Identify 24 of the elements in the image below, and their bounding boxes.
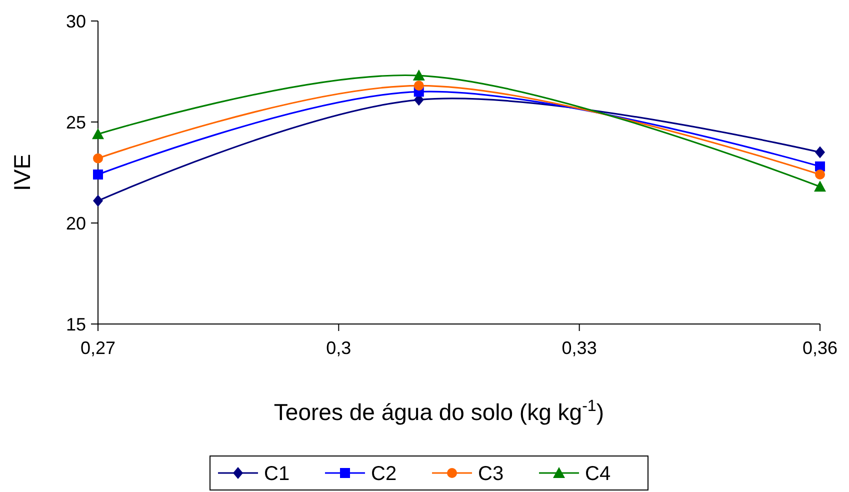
point — [93, 170, 103, 180]
y-axis-title: IVE — [9, 154, 35, 192]
y-tick-label: 15 — [66, 314, 86, 334]
legend-label: C3 — [478, 463, 504, 485]
x-tick-label: 0,33 — [562, 338, 597, 358]
legend-label: C4 — [585, 463, 611, 485]
legend-label: C1 — [264, 463, 290, 485]
legend-label: C2 — [371, 463, 397, 485]
point — [92, 128, 104, 140]
x-tick-label: 0,36 — [802, 338, 838, 358]
x-tick-label: 0,3 — [326, 338, 352, 358]
point — [814, 180, 826, 192]
x-tick-label: 0,27 — [80, 338, 116, 358]
point — [815, 170, 825, 180]
y-tick-label: 20 — [66, 213, 86, 234]
point — [412, 70, 425, 81]
y-tick-label: 25 — [66, 112, 86, 132]
point — [93, 194, 103, 207]
point — [93, 153, 103, 164]
point — [815, 146, 825, 158]
y-tick-label: 30 — [66, 11, 86, 32]
x-axis-title: Teores de água do solo (kg kg$^{-1}$) — [274, 397, 604, 425]
point — [815, 161, 825, 172]
point — [414, 80, 424, 91]
